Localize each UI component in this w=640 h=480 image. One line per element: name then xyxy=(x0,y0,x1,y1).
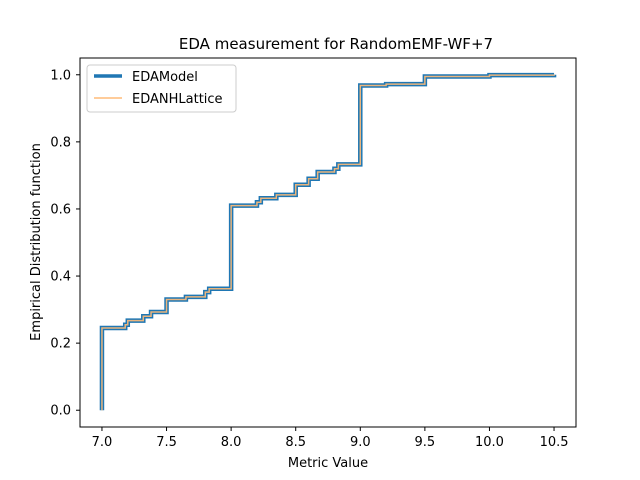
x-tick-label: 10.5 xyxy=(540,435,569,450)
y-tick-label: 0.0 xyxy=(50,404,71,419)
legend: EDAModel EDANHLattice xyxy=(86,64,237,113)
y-axis: 0.0 0.2 0.4 0.6 0.8 1.0 xyxy=(50,68,80,419)
x-tick-label: 10.0 xyxy=(475,435,504,450)
y-tick-label: 0.6 xyxy=(50,202,71,217)
chart-title: EDA measurement for RandomEMF-WF+7 xyxy=(179,35,493,53)
legend-label-edamodel: EDAModel xyxy=(132,70,198,85)
x-tick-label: 9.5 xyxy=(415,435,436,450)
y-tick-label: 0.8 xyxy=(50,135,71,150)
series-line-edanhlattice xyxy=(101,74,555,411)
plot-frame xyxy=(79,57,577,428)
series-layer xyxy=(99,72,557,411)
y-tick-label: 0.4 xyxy=(50,270,71,285)
x-tick-label: 8.5 xyxy=(285,435,306,450)
y-axis-label: Empirical Distribution function xyxy=(29,143,44,341)
x-tick-label: 9.0 xyxy=(350,435,371,450)
x-tick-label: 7.5 xyxy=(156,435,177,450)
legend-box xyxy=(86,64,237,113)
y-tick-label: 1.0 xyxy=(50,68,71,83)
x-axis-label: Metric Value xyxy=(288,456,368,471)
x-axis: 7.0 7.5 8.0 8.5 9.0 9.5 10.0 10.5 xyxy=(92,427,569,450)
legend-label-edanhlattice: EDANHLattice xyxy=(132,92,223,107)
y-tick-label: 0.2 xyxy=(50,337,71,352)
x-tick-label: 7.0 xyxy=(92,435,113,450)
x-tick-label: 8.0 xyxy=(221,435,242,450)
